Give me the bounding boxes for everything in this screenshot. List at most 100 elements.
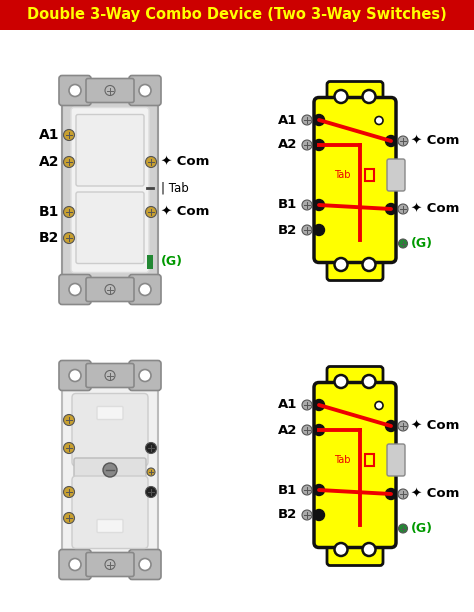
Circle shape — [313, 200, 325, 211]
FancyBboxPatch shape — [129, 550, 161, 580]
Text: (G): (G) — [411, 237, 433, 250]
Text: Tab: Tab — [335, 455, 351, 465]
Circle shape — [69, 559, 81, 570]
Bar — [0, 0, 474, 30]
Circle shape — [335, 543, 347, 556]
FancyBboxPatch shape — [76, 114, 144, 186]
Circle shape — [399, 239, 408, 248]
FancyBboxPatch shape — [72, 394, 148, 466]
Text: Double 3-Way Combo Device (Two 3-Way Switches): Double 3-Way Combo Device (Two 3-Way Swi… — [27, 7, 447, 23]
Text: ✦ Com: ✦ Com — [161, 155, 210, 168]
Text: A1: A1 — [278, 398, 297, 411]
Bar — [365, 169, 374, 181]
Circle shape — [302, 200, 312, 210]
FancyBboxPatch shape — [327, 367, 383, 398]
Text: B1: B1 — [278, 483, 297, 496]
Text: B1: B1 — [38, 205, 59, 219]
Circle shape — [385, 135, 396, 146]
Circle shape — [105, 86, 115, 95]
Circle shape — [313, 400, 325, 411]
Circle shape — [375, 401, 383, 409]
FancyBboxPatch shape — [387, 444, 405, 476]
Circle shape — [302, 225, 312, 235]
Text: A2: A2 — [278, 138, 297, 152]
Circle shape — [385, 488, 396, 499]
FancyBboxPatch shape — [59, 550, 91, 580]
Circle shape — [313, 114, 325, 125]
Circle shape — [64, 442, 74, 453]
Circle shape — [335, 90, 347, 103]
FancyBboxPatch shape — [86, 78, 134, 102]
Circle shape — [363, 375, 375, 388]
FancyBboxPatch shape — [314, 382, 396, 548]
FancyBboxPatch shape — [86, 277, 134, 302]
Circle shape — [363, 90, 375, 103]
Circle shape — [64, 233, 74, 244]
FancyBboxPatch shape — [74, 458, 146, 482]
FancyBboxPatch shape — [76, 192, 144, 264]
FancyBboxPatch shape — [97, 520, 123, 532]
FancyBboxPatch shape — [327, 534, 383, 565]
Circle shape — [302, 425, 312, 435]
Circle shape — [105, 285, 115, 294]
Circle shape — [64, 512, 74, 523]
FancyBboxPatch shape — [129, 75, 161, 105]
Circle shape — [335, 258, 347, 271]
Circle shape — [147, 468, 155, 476]
Circle shape — [69, 370, 81, 381]
FancyBboxPatch shape — [71, 108, 149, 272]
FancyBboxPatch shape — [86, 364, 134, 387]
Text: (G): (G) — [411, 522, 433, 535]
Circle shape — [64, 414, 74, 425]
FancyBboxPatch shape — [97, 406, 123, 419]
Circle shape — [69, 84, 81, 97]
Circle shape — [139, 370, 151, 381]
Text: | Tab: | Tab — [161, 182, 189, 195]
Circle shape — [398, 204, 408, 214]
Circle shape — [399, 524, 408, 533]
Circle shape — [313, 225, 325, 236]
Text: A1: A1 — [278, 113, 297, 127]
Circle shape — [146, 487, 156, 498]
Circle shape — [398, 489, 408, 499]
Circle shape — [302, 485, 312, 495]
Circle shape — [139, 283, 151, 296]
Circle shape — [64, 206, 74, 217]
Circle shape — [64, 157, 74, 168]
Circle shape — [69, 283, 81, 296]
Text: B2: B2 — [278, 223, 297, 236]
Text: B2: B2 — [38, 231, 59, 245]
Text: B1: B1 — [278, 198, 297, 212]
FancyBboxPatch shape — [129, 275, 161, 305]
FancyBboxPatch shape — [62, 97, 158, 283]
Circle shape — [363, 543, 375, 556]
Bar — [147, 255, 153, 269]
Circle shape — [363, 258, 375, 271]
Text: ✦ Com: ✦ Com — [411, 488, 459, 501]
Circle shape — [302, 140, 312, 150]
FancyBboxPatch shape — [314, 97, 396, 263]
Circle shape — [375, 116, 383, 124]
Circle shape — [313, 140, 325, 151]
FancyBboxPatch shape — [62, 379, 158, 561]
FancyBboxPatch shape — [59, 75, 91, 105]
Circle shape — [139, 84, 151, 97]
Circle shape — [64, 130, 74, 141]
Circle shape — [398, 136, 408, 146]
FancyBboxPatch shape — [59, 360, 91, 390]
FancyBboxPatch shape — [72, 476, 148, 548]
Circle shape — [302, 400, 312, 410]
Circle shape — [146, 206, 156, 217]
Circle shape — [302, 510, 312, 520]
Circle shape — [105, 559, 115, 570]
Text: ✦ Com: ✦ Com — [411, 419, 459, 433]
Circle shape — [313, 485, 325, 496]
Text: (G): (G) — [161, 255, 183, 269]
Bar — [365, 454, 374, 466]
Circle shape — [398, 421, 408, 431]
Text: Tab: Tab — [335, 170, 351, 180]
Text: ✦ Com: ✦ Com — [411, 135, 459, 147]
FancyBboxPatch shape — [327, 81, 383, 113]
Circle shape — [64, 487, 74, 498]
Circle shape — [146, 442, 156, 453]
